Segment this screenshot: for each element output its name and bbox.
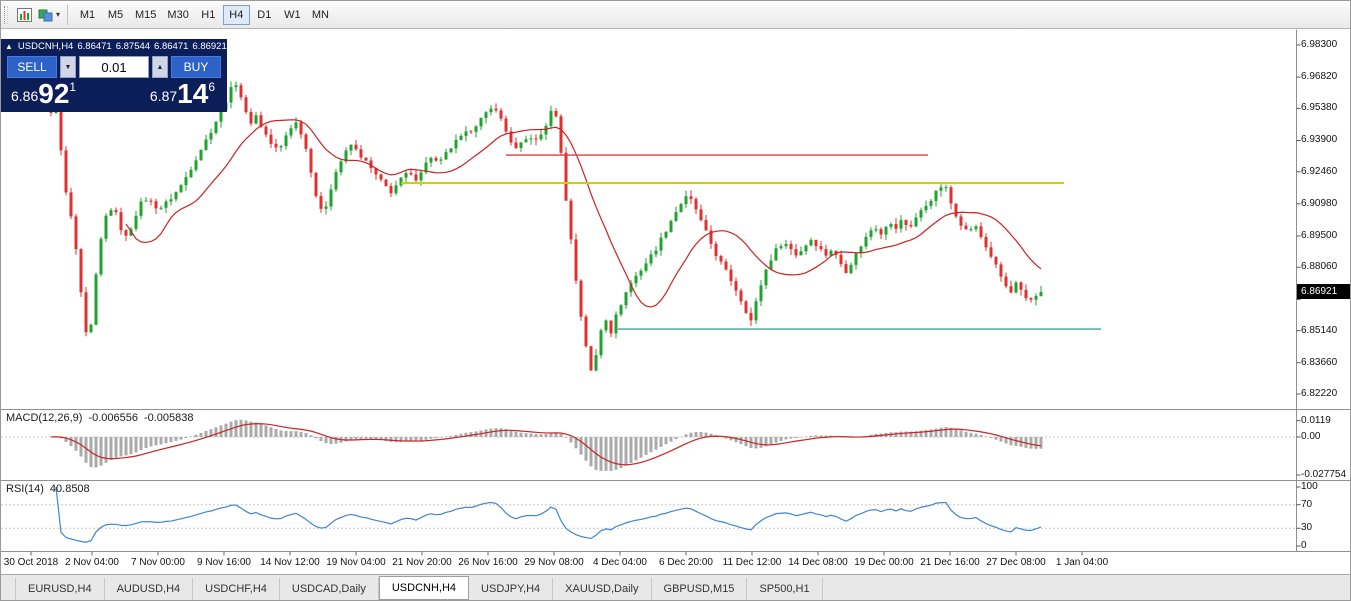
timeframe-button-h4[interactable]: H4 xyxy=(222,4,250,25)
price-axis-label: 6.82220 xyxy=(1301,388,1338,399)
chart-tab-xauusd-daily[interactable]: XAUUSD,Daily xyxy=(553,578,652,600)
toolbar-grip[interactable] xyxy=(4,5,8,24)
timeframe-button-m15[interactable]: M15 xyxy=(130,5,161,25)
time-axis-label: 29 Nov 08:00 xyxy=(524,557,584,568)
rsi-axis-label: 0 xyxy=(1301,540,1307,551)
price-axis-label: 6.98300 xyxy=(1301,39,1338,50)
sell-price[interactable]: 6.86 92 1 xyxy=(11,78,77,109)
buy-price-base: 6.87 xyxy=(149,88,178,104)
buy-price-big: 14 xyxy=(177,78,209,109)
candlesticks xyxy=(49,81,1043,372)
timeframe-toolbar: M1 M5 M15 M30 H1 H4 D1 W1 MN xyxy=(74,4,334,25)
macd-histogram xyxy=(54,419,1043,472)
ma-line xyxy=(125,119,1042,308)
ohlc-close: 6.86921 xyxy=(192,40,227,52)
time-axis-label: 7 Nov 00:00 xyxy=(131,557,185,568)
sell-button[interactable]: SELL xyxy=(7,56,57,78)
macd-signal-line xyxy=(50,423,1042,466)
time-axis-label: 14 Nov 12:00 xyxy=(260,557,320,568)
price-axis-label: 6.92460 xyxy=(1301,165,1338,177)
chart-type-glyph-icon xyxy=(38,9,53,21)
time-axis-label: 4 Dec 04:00 xyxy=(593,557,647,568)
ohlc-high: 6.87544 xyxy=(115,40,151,52)
toolbar-separator xyxy=(67,4,69,25)
chart-tab-audusd-h4[interactable]: AUDUSD,H4 xyxy=(105,578,194,600)
collapse-arrow-icon[interactable]: ▲ xyxy=(5,41,13,51)
timeframe-button-mn[interactable]: MN xyxy=(307,5,334,25)
macd-value-1: -0.006556 xyxy=(88,412,138,424)
timeframe-button-h1[interactable]: H1 xyxy=(195,5,222,25)
time-axis-label: 14 Dec 08:00 xyxy=(788,557,848,568)
timeframe-button-m1[interactable]: M1 xyxy=(74,5,101,25)
rsi-axis-label: 70 xyxy=(1301,498,1313,510)
chart-tab-sp500-h1[interactable]: SP500,H1 xyxy=(747,578,823,600)
time-axis-label: 11 Dec 12:00 xyxy=(722,557,782,568)
ohlc-low: 6.86471 xyxy=(154,40,189,52)
timeframe-button-m30[interactable]: M30 xyxy=(162,5,193,25)
time-axis-label: 19 Dec 00:00 xyxy=(854,557,914,568)
rsi-value: 40.8508 xyxy=(49,483,90,495)
time-axis-label: 1 Jan 04:00 xyxy=(1055,557,1109,568)
price-axis-label: 6.85140 xyxy=(1301,324,1338,336)
timeframe-button-m5[interactable]: M5 xyxy=(102,5,129,25)
price-axis-label: 6.96820 xyxy=(1301,71,1338,83)
time-axis-label: 9 Nov 16:00 xyxy=(197,557,251,568)
sell-price-base: 6.86 xyxy=(11,88,39,104)
chart-type-icon[interactable]: ▾ xyxy=(37,4,61,26)
price-axis-label: 6.88060 xyxy=(1301,261,1338,273)
buy-button[interactable]: BUY xyxy=(171,56,221,78)
dropdown-caret-icon: ▾ xyxy=(56,10,61,19)
macd-value-2: -0.005838 xyxy=(143,412,194,424)
time-axis-label: 19 Nov 04:00 xyxy=(326,557,386,568)
chart-tab-usdjpy-h4[interactable]: USDJPY,H4 xyxy=(469,578,554,600)
volume-input[interactable] xyxy=(79,56,149,78)
mini-chart-icon xyxy=(16,7,32,22)
macd-axis-label: 0.0119 xyxy=(1301,414,1331,426)
toolbar: ▾ M1 M5 M15 M30 H1 H4 D1 W1 MN xyxy=(1,1,1350,29)
macd-axis-label: 0.00 xyxy=(1301,431,1321,442)
timeframe-button-w1[interactable]: W1 xyxy=(279,5,306,25)
rsi-name: RSI(14) xyxy=(6,483,44,495)
macd-label: MACD(12,26,9) -0.006556 -0.005838 xyxy=(6,412,194,424)
chart-tab-usdcnh-h4[interactable]: USDCNH,H4 xyxy=(378,576,470,600)
sell-price-sup: 1 xyxy=(69,80,77,94)
rsi-axis-label: 30 xyxy=(1301,522,1313,534)
time-axis-label: 27 Dec 08:00 xyxy=(986,557,1046,568)
time-axis-label: 2 Nov 04:00 xyxy=(65,557,119,568)
volume-decrease-button[interactable]: ▼ xyxy=(60,56,76,78)
chart-tab-usdcad-daily[interactable]: USDCAD,Daily xyxy=(280,578,379,600)
ohlc-open: 6.86471 xyxy=(77,40,112,52)
current-price-badge: 6.86921 xyxy=(1297,284,1350,300)
volume-increase-button[interactable]: ▲ xyxy=(152,56,168,78)
ohlc-bar: ▲ USDCNH,H4 6.86471 6.87544 6.86471 6.86… xyxy=(1,39,227,53)
one-click-trading-panel: ▲ USDCNH,H4 6.86471 6.87544 6.86471 6.86… xyxy=(1,39,227,112)
rsi-label: RSI(14) 40.8508 xyxy=(6,483,90,495)
chart-tabs-bar: EURUSD,H4 AUDUSD,H4 USDCHF,H4 USDCAD,Daily U… xyxy=(1,574,1350,600)
chart-tab-gbpusd-m15[interactable]: GBPUSD,M15 xyxy=(652,578,748,600)
timeframe-button-d1[interactable]: D1 xyxy=(251,5,278,25)
buy-price[interactable]: 6.87 14 6 xyxy=(149,78,215,109)
time-axis-label: 21 Nov 20:00 xyxy=(392,557,452,568)
price-axis-label: 6.95380 xyxy=(1301,102,1338,114)
price-axis-label: 6.90980 xyxy=(1301,197,1338,209)
rsi-line xyxy=(55,486,1042,543)
time-axis-label: 21 Dec 16:00 xyxy=(920,557,980,568)
sell-price-big: 92 xyxy=(38,78,70,109)
macd-name: MACD(12,26,9) xyxy=(6,412,83,424)
chart-tab-eurusd-h4[interactable]: EURUSD,H4 xyxy=(15,578,105,600)
chart-symbol-label: USDCNH,H4 xyxy=(17,40,74,52)
price-axis-label: 6.83660 xyxy=(1301,356,1338,368)
price-axis-label: 6.93900 xyxy=(1301,134,1338,146)
chart-tab-usdchf-h4[interactable]: USDCHF,H4 xyxy=(193,578,280,600)
buy-price-sup: 6 xyxy=(208,80,215,94)
rsi-axis-label: 100 xyxy=(1301,481,1318,492)
time-axis-label: 26 Nov 16:00 xyxy=(458,557,518,568)
chart-window-icon[interactable] xyxy=(13,4,35,26)
price-axis-label: 6.89500 xyxy=(1301,229,1338,241)
macd-axis-label: -0.027754 xyxy=(1301,468,1347,480)
time-axis-label: 6 Dec 20:00 xyxy=(659,557,713,568)
time-axis-label: 30 Oct 2018 xyxy=(3,557,59,568)
